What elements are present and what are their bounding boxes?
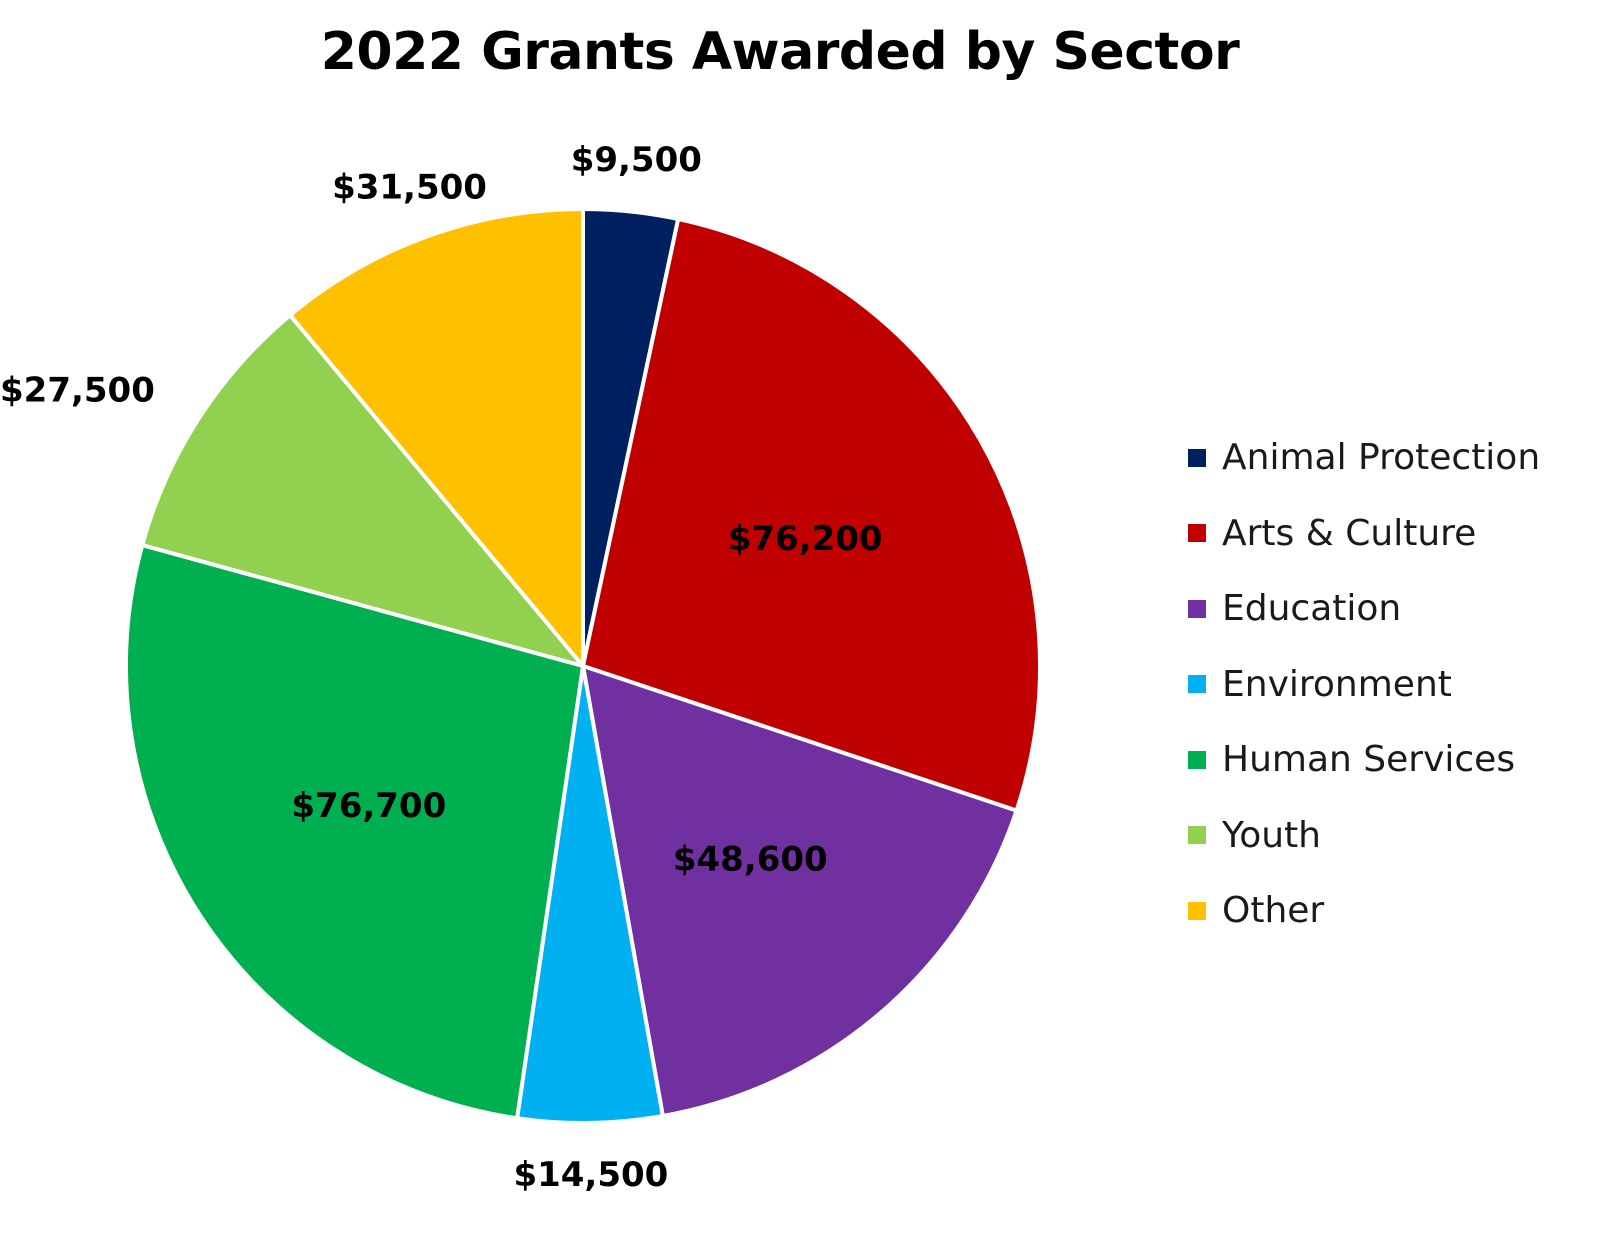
legend-swatch: [1188, 599, 1206, 618]
pie-slice-human-services: [123, 543, 585, 1121]
data-label-human-services: $76,700: [291, 786, 446, 826]
pie-slice-environment: [515, 664, 665, 1125]
legend-swatch: [1188, 675, 1206, 694]
legend-label: Other: [1222, 890, 1325, 932]
data-label-education: $48,600: [673, 840, 828, 880]
legend-swatch: [1188, 901, 1206, 920]
legend-label: Youth: [1222, 814, 1321, 856]
legend-item-animal-protection: Animal Protection: [1188, 420, 1540, 496]
legend-item-education: Education: [1188, 571, 1540, 647]
legend-swatch: [1188, 524, 1206, 543]
chart-title: 2022 Grants Awarded by Sector: [320, 22, 1240, 82]
data-label-youth: $27,500: [0, 371, 155, 411]
legend-label: Environment: [1222, 663, 1452, 705]
legend-label: Human Services: [1222, 739, 1516, 781]
pie-slice-arts-and-culture: [581, 217, 1042, 813]
legend-swatch: [1188, 750, 1206, 769]
legend-label: Education: [1222, 588, 1402, 630]
data-label-environment: $14,500: [513, 1155, 668, 1195]
legend-item-human-services: Human Services: [1188, 722, 1540, 798]
legend-label: Animal Protection: [1222, 437, 1541, 479]
legend-item-other: Other: [1188, 873, 1540, 949]
legend-swatch: [1188, 448, 1206, 467]
data-label-other: $31,500: [332, 167, 487, 207]
legend: Animal Protection Arts & Culture Education…: [1188, 420, 1540, 949]
legend-label: Arts & Culture: [1222, 512, 1477, 554]
legend-swatch: [1188, 826, 1206, 845]
pie-slice-education: [581, 664, 1019, 1118]
legend-item-environment: Environment: [1188, 647, 1540, 723]
pie-slice-youth: [140, 313, 585, 668]
legend-item-youth: Youth: [1188, 798, 1540, 874]
data-label-animal-protection: $9,500: [571, 140, 702, 180]
pie-slice-other: [288, 207, 585, 668]
data-label-arts-and-culture: $76,200: [728, 519, 883, 559]
pie-slices: [123, 207, 1042, 1125]
legend-item-arts-and-culture: Arts & Culture: [1188, 496, 1540, 572]
pie-data-labels: $9,500 $76,200 $48,600 $14,500 $76,700 $27,50…: [0, 140, 883, 1195]
